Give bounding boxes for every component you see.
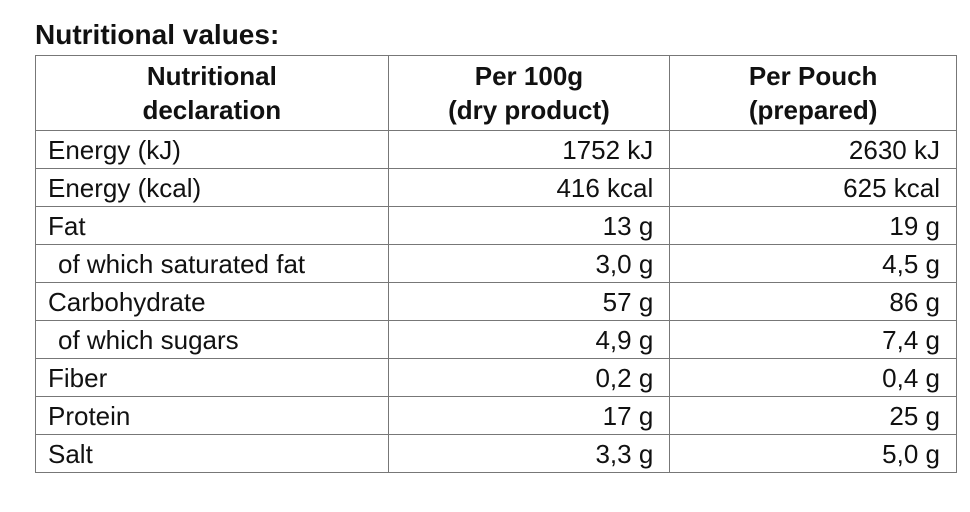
title: Nutritional values: — [35, 19, 280, 50]
value-cell: 3,0 g — [387, 244, 671, 283]
value-cell: 5,0 g — [669, 434, 957, 473]
value-cell: 17 g — [387, 396, 671, 435]
table-row: Energy (kcal) 416 kcal 625 kcal — [35, 168, 957, 207]
row-label: Protein — [35, 396, 389, 435]
value-cell: 625 kcal — [669, 168, 957, 207]
table-row: Fiber 0,2 g 0,4 g — [35, 358, 957, 397]
value-cell: 3,3 g — [387, 434, 671, 473]
header-cell: Nutritional declaration — [35, 55, 389, 131]
row-label: of which saturated fat — [35, 244, 389, 283]
value-cell: 57 g — [387, 282, 671, 321]
value-cell: 0,4 g — [669, 358, 957, 397]
row-label: of which sugars — [35, 320, 389, 359]
value-cell: 1752 kJ — [387, 130, 671, 169]
header-cell: Per 100g (dry product) — [387, 55, 671, 131]
value-cell: 86 g — [669, 282, 957, 321]
value-cell: 19 g — [669, 206, 957, 245]
row-label: Fiber — [35, 358, 389, 397]
table-row: Energy (kJ) 1752 kJ 2630 kJ — [35, 130, 957, 169]
table-header: Nutritional declaration Per 100g (dry pro… — [35, 55, 957, 131]
table-row: Carbohydrate 57 g 86 g — [35, 282, 957, 321]
value-cell: 4,5 g — [669, 244, 957, 283]
row-label: Carbohydrate — [35, 282, 389, 321]
value-cell: 25 g — [669, 396, 957, 435]
table-row: of which saturated fat 3,0 g 4,5 g — [35, 244, 957, 283]
row-label: Energy (kJ) — [35, 130, 389, 169]
row-label: Fat — [35, 206, 389, 245]
value-cell: 0,2 g — [387, 358, 671, 397]
header-cell: Per Pouch (prepared) — [669, 55, 957, 131]
row-label: Energy (kcal) — [35, 168, 389, 207]
value-cell: 13 g — [387, 206, 671, 245]
table-row: Fat 13 g 19 g — [35, 206, 957, 245]
value-cell: 4,9 g — [387, 320, 671, 359]
table-row: Protein 17 g 25 g — [35, 396, 957, 435]
value-cell: 416 kcal — [387, 168, 671, 207]
table-row: Salt 3,3 g 5,0 g — [35, 434, 957, 473]
table-row: of which sugars 4,9 g 7,4 g — [35, 320, 957, 359]
nutrition-table: Nutritional declaration Per 100g (dry pro… — [35, 55, 957, 473]
header-row: Nutritional declaration Per 100g (dry pro… — [35, 55, 957, 131]
value-cell: 2630 kJ — [669, 130, 957, 169]
value-cell: 7,4 g — [669, 320, 957, 359]
table-body: Energy (kJ) 1752 kJ 2630 kJ Energy (kcal) 41… — [35, 130, 957, 473]
row-label: Salt — [35, 434, 389, 473]
